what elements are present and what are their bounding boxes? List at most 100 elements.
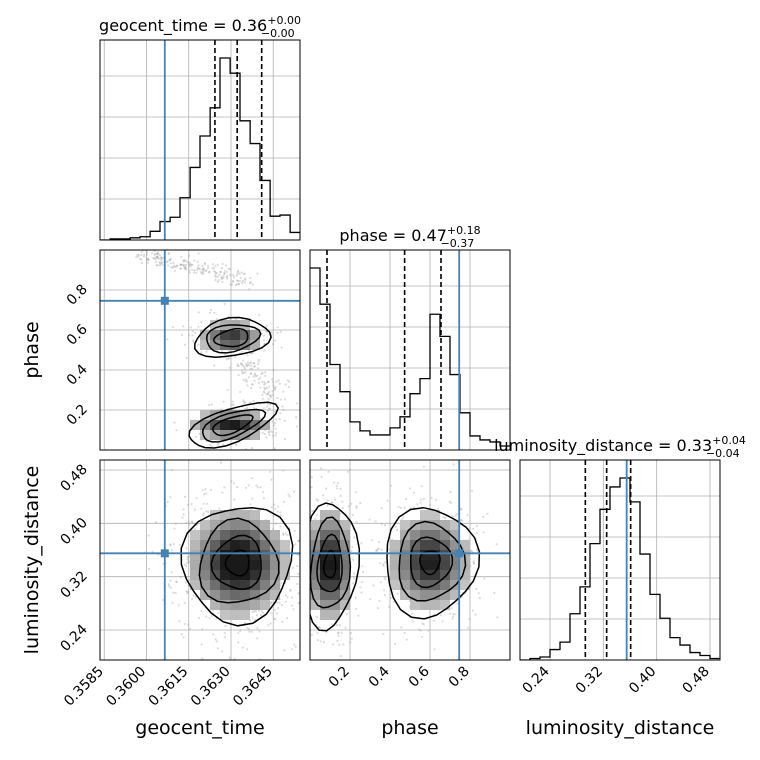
sample-point [234,284,237,287]
sample-point [202,272,205,275]
sample-point [317,626,320,629]
density-cell [420,570,430,580]
sample-point [183,601,186,604]
density-cell [410,570,420,580]
sample-point [293,490,296,493]
sample-point [349,641,352,644]
density-cell [230,610,240,620]
contour-line [398,520,467,602]
sample-point [346,470,350,473]
sample-point [392,600,395,603]
sample-point [250,364,253,367]
sample-point [400,626,403,629]
sample-point [271,431,274,434]
sample-point [239,362,242,365]
sample-point [482,531,485,534]
sample-point [292,608,295,611]
sample-point [183,495,187,498]
sample-point [176,264,179,267]
sample-point [461,519,464,522]
sample-point [430,496,433,499]
sample-point [226,277,229,280]
contour-line [188,401,280,449]
sample-point [322,494,325,497]
sample-point [223,269,226,272]
density-cell [390,540,400,550]
sample-point [296,582,299,586]
sample-point [139,257,142,261]
density-cell [190,580,200,590]
sample-point [221,491,224,494]
sample-point [204,269,207,272]
sample-point [277,606,280,610]
density-cell [400,590,410,600]
sample-point [253,610,256,613]
sample-point [418,628,421,631]
density-cell [450,560,460,570]
y-tick-label: 0.4 [64,361,91,388]
sample-point [266,402,269,405]
sample-point [268,390,271,394]
density-cell [240,570,250,580]
histogram-phase [310,267,510,447]
sample-point [338,643,341,646]
sample-point [271,393,274,396]
density-cell [420,560,430,570]
sample-point [305,579,307,581]
sample-point [254,610,257,613]
density-cell [450,570,460,580]
sample-point [206,267,210,270]
sample-point [273,410,276,413]
sample-point [168,259,172,262]
sample-point [157,253,160,256]
sample-point [408,487,412,490]
sample-point [456,602,459,605]
sample-point [212,267,215,270]
sample-point [337,482,340,485]
sample-point [214,274,217,277]
sample-point [470,489,474,492]
sample-point [226,270,229,273]
contour-line [210,534,262,590]
density-cell [240,610,250,620]
density-cell [210,530,220,540]
density-cell [440,570,450,580]
sample-point [265,436,268,439]
sample-point [218,273,221,277]
sample-point [234,443,237,446]
sample-point [173,421,176,424]
density-cell [260,520,270,530]
density-cell [210,330,220,340]
sample-point [267,380,270,384]
sample-point [286,534,289,537]
sample-point [303,589,305,591]
sample-point [242,399,245,402]
sample-point [279,525,282,528]
sample-point [362,570,365,574]
sample-point [482,515,485,518]
sample-point [251,283,254,286]
sample-point [250,630,253,633]
sample-point [241,363,244,366]
panel-phase-vs-geocent_time [99,249,301,452]
sample-point [151,252,154,255]
sample-point [474,613,477,616]
density-cell [250,600,260,610]
sample-point [315,615,318,619]
density-cell [430,510,440,520]
sample-point [225,274,229,277]
sample-point [274,387,277,390]
sample-point [159,259,162,262]
sample-point [142,255,146,258]
density-cell [220,520,230,530]
sample-point [221,262,224,266]
sample-point [188,554,191,558]
sample-point [241,359,244,362]
x-axis-label: geocent_time [135,717,264,739]
sample-point [212,450,214,452]
sample-point [476,531,479,535]
sample-point [243,272,246,275]
sample-point [233,498,236,501]
sample-point [227,267,230,270]
sample-point [291,611,293,613]
